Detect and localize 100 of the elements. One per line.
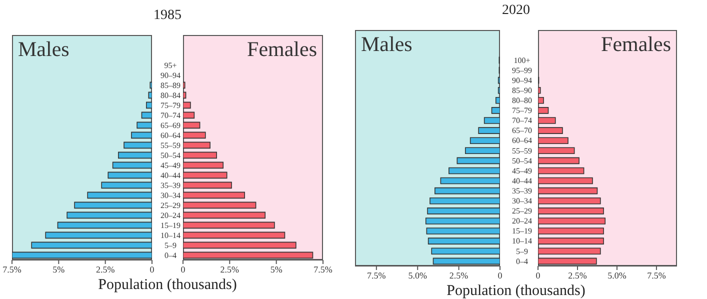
x-tick-label: 0 <box>150 264 155 274</box>
y-tick-label: 20–24 <box>160 210 180 220</box>
y-tick-label: 30–34 <box>512 196 532 206</box>
x-tick-label: 2.5% <box>568 270 588 280</box>
y-tick-label: 35–39 <box>160 180 180 190</box>
y-tick-label: 0–4 <box>164 250 176 260</box>
bar <box>108 172 152 179</box>
x-tick-label: 0 <box>180 264 186 274</box>
bar <box>538 107 549 114</box>
bar <box>183 152 217 159</box>
bar <box>146 102 152 109</box>
x-tick-label: 2.5% <box>96 264 116 274</box>
y-tick-label: 60–64 <box>160 130 180 140</box>
y-tick-label: 0–4 <box>516 256 528 266</box>
x-tick-label: 2.5% <box>220 264 240 274</box>
bar <box>495 97 500 104</box>
bar <box>136 122 152 129</box>
bar <box>101 182 152 189</box>
bar <box>491 107 500 114</box>
y-tick-label: 80–84 <box>160 90 180 100</box>
bar <box>440 177 500 184</box>
bar <box>131 132 152 139</box>
bar <box>426 228 500 234</box>
bar <box>183 102 191 109</box>
bar <box>428 238 500 244</box>
bar <box>432 258 500 265</box>
x-tick-label: 2.5% <box>449 270 469 280</box>
bar <box>478 127 500 134</box>
y-tick-label: 90–94 <box>160 70 180 80</box>
bar <box>183 172 228 179</box>
y-tick-label: 25–29 <box>160 200 180 210</box>
bar <box>183 142 210 149</box>
bar <box>425 218 500 224</box>
bar <box>431 248 500 255</box>
y-tick-label: 75–79 <box>512 106 532 116</box>
x-tick-label: 7.5% <box>647 270 666 280</box>
bar <box>456 157 500 164</box>
bar <box>183 122 200 129</box>
bar <box>183 182 232 189</box>
bar <box>465 147 500 154</box>
bar <box>183 232 286 239</box>
x-axis-title: Population (thousands) <box>97 277 238 294</box>
bar <box>183 252 314 259</box>
x-tick-label: 7.5% <box>2 264 22 274</box>
bar <box>448 167 500 174</box>
y-tick-label: 40–44 <box>512 176 532 186</box>
bar <box>183 242 296 249</box>
y-tick-label: 60–64 <box>512 136 532 146</box>
bar <box>470 137 500 144</box>
y-tick-label: 10–14 <box>160 230 180 240</box>
bar <box>538 86 541 94</box>
bar <box>538 117 556 124</box>
bar <box>141 112 152 119</box>
x-tick-label: 5% <box>52 264 66 274</box>
y-tick-label: 30–34 <box>160 190 180 200</box>
bar <box>538 157 580 164</box>
text: Females <box>601 32 671 56</box>
bar <box>538 238 604 244</box>
bar <box>183 202 256 209</box>
x-tick-label: 5% <box>270 264 283 274</box>
y-tick-label: 70–74 <box>160 110 180 120</box>
y-tick-label: 40–44 <box>160 170 180 180</box>
bar <box>434 187 500 194</box>
bar <box>427 208 500 214</box>
chart-title: 2020 <box>501 3 531 19</box>
bar <box>538 197 601 204</box>
y-tick-label: 95–99 <box>512 66 532 75</box>
y-tick-label: 85–90 <box>512 86 532 96</box>
text: Females <box>247 37 317 61</box>
bar <box>538 177 593 184</box>
y-tick-label: 15–19 <box>160 220 180 230</box>
bar <box>66 212 152 219</box>
bar <box>183 92 186 99</box>
y-tick-label: 90–94 <box>512 76 532 85</box>
y-tick-label: 55–59 <box>160 140 180 150</box>
bar <box>87 192 152 199</box>
bar <box>183 162 224 169</box>
x-tick-label: 0 <box>498 270 503 280</box>
text: Males <box>18 37 70 61</box>
y-tick-label: 95+ <box>164 60 178 70</box>
bar <box>484 117 500 124</box>
y-tick-label: 25–29 <box>512 206 532 216</box>
bar <box>57 222 152 229</box>
bar <box>183 192 245 199</box>
y-tick-label: 50–54 <box>512 156 532 166</box>
bar <box>183 112 195 119</box>
bar <box>538 258 597 265</box>
chart-title: 1985 <box>152 8 182 24</box>
y-tick-label: 70–74 <box>512 116 532 126</box>
bar <box>430 197 500 204</box>
bar <box>112 162 152 169</box>
bar <box>45 232 152 239</box>
y-tick-label: 65–69 <box>160 120 180 130</box>
bar <box>538 147 575 154</box>
x-axis-title: Population (thousands) <box>446 283 586 299</box>
x-tick-label: 7.5% <box>314 264 333 274</box>
y-tick-label: 80–80 <box>512 96 532 106</box>
y-tick-label: 5–9 <box>516 246 528 256</box>
bar <box>183 132 206 139</box>
y-tick-label: 45–49 <box>512 166 532 176</box>
